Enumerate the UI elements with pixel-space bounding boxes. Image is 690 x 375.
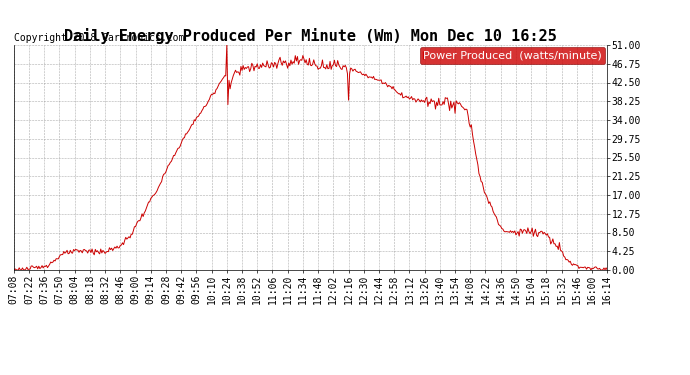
Legend: Power Produced  (watts/minute): Power Produced (watts/minute) [420, 47, 605, 64]
Text: Copyright 2018 Cartronics.com: Copyright 2018 Cartronics.com [14, 33, 184, 43]
Title: Daily Energy Produced Per Minute (Wm) Mon Dec 10 16:25: Daily Energy Produced Per Minute (Wm) Mo… [64, 28, 557, 44]
